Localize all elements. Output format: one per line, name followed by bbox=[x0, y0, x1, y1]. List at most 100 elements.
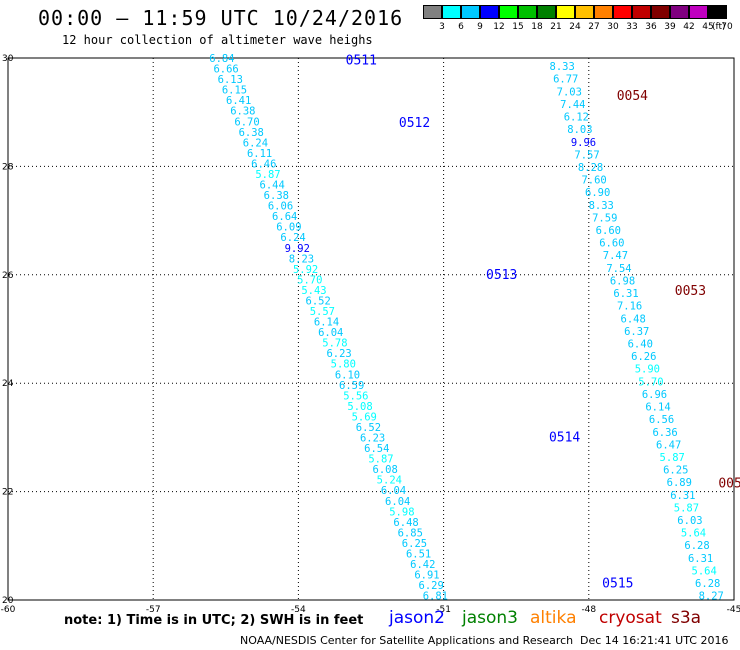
swh-value-track1: 5.57 bbox=[310, 306, 335, 318]
credit-line: NOAA/NESDIS Center for Satellite Applica… bbox=[240, 634, 574, 647]
footer-note: note: 1) Time is in UTC; 2) SWH is in fe… bbox=[64, 613, 364, 628]
legend-swatch bbox=[670, 5, 689, 19]
y-tick-label: 28 bbox=[2, 162, 14, 172]
swh-value-track2: 7.59 bbox=[592, 212, 617, 224]
swh-value-track2: 6.47 bbox=[656, 439, 681, 451]
swh-value-track1: 6.09 bbox=[276, 222, 301, 234]
legend-label: 36 bbox=[645, 22, 657, 32]
legend-label: 12 bbox=[493, 22, 505, 32]
swh-value-track1: 6.70 bbox=[234, 116, 259, 128]
x-tick-label: -48 bbox=[581, 605, 596, 615]
swh-value-track1: 6.14 bbox=[314, 317, 339, 329]
swh-value-track1: 6.23 bbox=[326, 348, 351, 360]
legend-label: 33 bbox=[626, 22, 638, 32]
swh-value-track1: 6.85 bbox=[398, 527, 423, 539]
swh-value-track1: 5.78 bbox=[322, 338, 347, 350]
pass-time-label: 0512 bbox=[399, 116, 430, 131]
swh-value-track1: 6.38 bbox=[230, 106, 255, 118]
swh-value-track2: 6.48 bbox=[621, 313, 646, 325]
swh-value-track2: 6.40 bbox=[628, 339, 653, 351]
swh-value-track1: 5.98 bbox=[389, 506, 414, 518]
swh-value-track1: 6.15 bbox=[222, 85, 247, 97]
swh-value-track1: 6.64 bbox=[272, 211, 297, 223]
map-title: 00:00 – 11:59 UTC 10/24/2016 bbox=[38, 6, 404, 30]
swh-value-track2: 7.57 bbox=[574, 149, 599, 161]
swh-value-track1: 6.24 bbox=[243, 137, 268, 149]
plot-frame bbox=[7, 57, 735, 601]
swh-value-track2: 6.56 bbox=[649, 414, 674, 426]
swh-value-track2: 7.03 bbox=[557, 86, 582, 98]
swh-value-track1: 6.46 bbox=[251, 158, 276, 170]
swh-value-track1: 5.24 bbox=[377, 475, 402, 487]
swh-value-track2: 7.16 bbox=[617, 301, 642, 313]
swh-value-track1: 6.04 bbox=[318, 327, 343, 339]
satellite-altika: altika bbox=[530, 608, 577, 628]
swh-value-track2: 9.96 bbox=[571, 137, 596, 149]
pass-time-label: 0052 bbox=[718, 476, 740, 491]
legend-swatch bbox=[651, 5, 670, 19]
swh-value-track1: 5.69 bbox=[352, 411, 377, 423]
swh-value-track2: 6.28 bbox=[695, 578, 720, 590]
swh-value-track2: 8.28 bbox=[578, 162, 603, 174]
satellite-s3a: s3a bbox=[671, 608, 702, 628]
swh-value-track1: 6.51 bbox=[406, 548, 431, 560]
swh-value-track2: 5.90 bbox=[635, 364, 660, 376]
map-subtitle: 12 hour collection of altimeter wave hei… bbox=[62, 33, 373, 47]
swh-value-track2: 7.47 bbox=[603, 250, 628, 262]
legend-label: 6 bbox=[458, 22, 464, 32]
swh-value-track1: 8.23 bbox=[289, 253, 314, 265]
swh-value-track2: 8.33 bbox=[550, 61, 575, 73]
swh-value-track2: 6.89 bbox=[667, 477, 692, 489]
legend-swatch bbox=[689, 5, 708, 19]
swh-value-track2: 5.64 bbox=[681, 528, 706, 540]
pass-time-label: 0054 bbox=[617, 89, 648, 104]
swh-value-track1: 6.04 bbox=[381, 485, 406, 497]
swh-value-track1: 6.25 bbox=[402, 538, 427, 550]
swh-value-track2: 8.03 bbox=[567, 124, 592, 136]
swh-value-track2: 5.64 bbox=[692, 565, 717, 577]
x-tick-label: -57 bbox=[146, 605, 161, 615]
swh-value-track1: 6.84 bbox=[209, 53, 234, 65]
swh-value-track1: 6.29 bbox=[419, 580, 444, 592]
legend-unit: (ft) bbox=[712, 22, 726, 32]
pass-time-label: 0511 bbox=[346, 54, 377, 69]
swh-value-track2: 8.33 bbox=[589, 200, 614, 212]
swh-value-track1: 5.80 bbox=[331, 359, 356, 371]
swh-value-track2: 7.44 bbox=[560, 99, 585, 111]
y-tick-label: 24 bbox=[2, 379, 14, 389]
swh-value-track2: 6.14 bbox=[645, 402, 670, 414]
swh-value-track1: 5.43 bbox=[301, 285, 326, 297]
swh-value-track1: 6.42 bbox=[410, 559, 435, 571]
legend-swatch bbox=[423, 5, 442, 19]
legend-swatch bbox=[575, 5, 594, 19]
swh-value-track1: 5.08 bbox=[347, 401, 372, 413]
legend-swatch bbox=[613, 5, 632, 19]
swh-value-track2: 5.87 bbox=[674, 502, 699, 514]
y-tick-label: 30 bbox=[2, 54, 14, 64]
swh-value-track2: 6.31 bbox=[613, 288, 638, 300]
legend-label: 70 bbox=[721, 22, 733, 32]
legend-label: 21 bbox=[550, 22, 562, 32]
legend-swatch bbox=[556, 5, 575, 19]
x-tick-label: -45 bbox=[727, 605, 740, 615]
swh-value-track1: 6.10 bbox=[335, 369, 360, 381]
swh-value-track1: 6.08 bbox=[373, 464, 398, 476]
swh-value-track1: 6.24 bbox=[280, 232, 305, 244]
legend-swatch bbox=[461, 5, 480, 19]
legend-label: 24 bbox=[569, 22, 581, 32]
generated-timestamp: Dec 14 16:21:41 UTC 2016 bbox=[580, 634, 729, 647]
swh-value-track1: 5.56 bbox=[343, 390, 368, 402]
swh-value-track2: 6.60 bbox=[596, 225, 621, 237]
swh-value-track1: 5.87 bbox=[255, 169, 280, 181]
swh-value-track1: 6.38 bbox=[264, 190, 289, 202]
satellite-jason3: jason3 bbox=[462, 608, 518, 628]
swh-value-track1: 6.06 bbox=[268, 201, 293, 213]
swh-value-track1: 6.52 bbox=[356, 422, 381, 434]
y-tick-label: 26 bbox=[2, 271, 14, 281]
swh-value-track1: 6.23 bbox=[360, 433, 385, 445]
x-tick-label: -51 bbox=[436, 605, 451, 615]
legend-label: 45 bbox=[702, 22, 714, 32]
swh-value-track2: 8.27 bbox=[699, 591, 724, 603]
legend-swatch bbox=[442, 5, 461, 19]
